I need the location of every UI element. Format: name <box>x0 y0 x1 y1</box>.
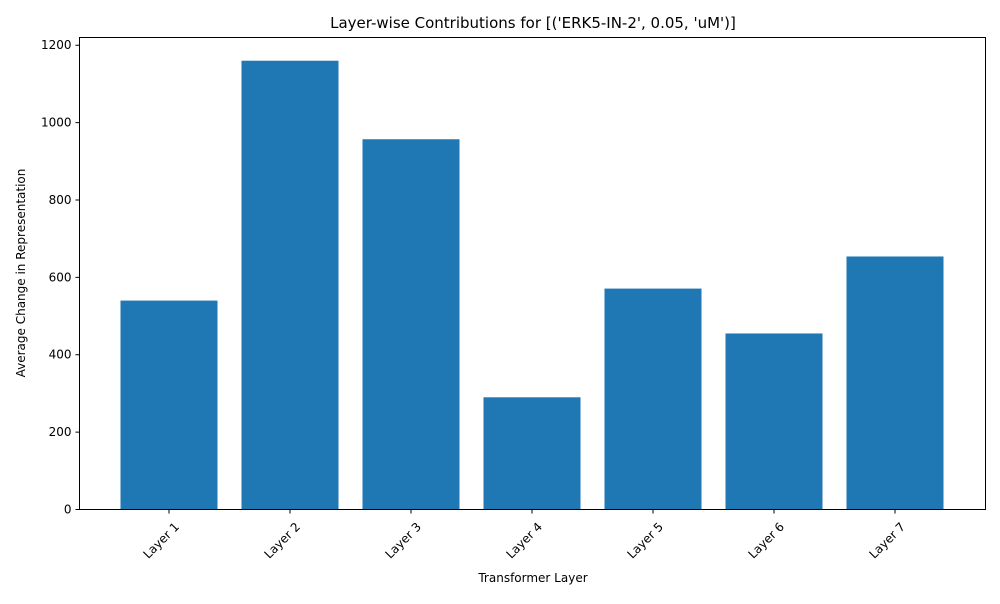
x-tick-label: Layer 1 <box>140 520 182 562</box>
y-tick-label: 1000 <box>41 116 72 130</box>
plot-frame <box>79 37 986 510</box>
chart-title: Layer-wise Contributions for [('ERK5-IN-… <box>330 14 736 32</box>
x-tick-label: Layer 7 <box>866 520 908 562</box>
x-axis: Layer 1 Layer 2 Layer 3 Layer 4 Layer 5 Layer… <box>140 509 908 562</box>
y-tick-label: 600 <box>49 270 72 284</box>
bar-7 <box>846 256 944 510</box>
x-axis-label: Transformer Layer <box>477 571 587 585</box>
y-axis: 0 200 400 600 800 1000 1200 <box>41 38 80 517</box>
x-tick-label: Layer 2 <box>261 520 303 562</box>
y-tick-label: 400 <box>49 348 72 362</box>
y-tick-label: 800 <box>49 193 72 207</box>
y-tick-label: 200 <box>49 425 72 439</box>
y-tick-label: 1200 <box>41 38 72 52</box>
y-tick-label: 0 <box>64 503 72 517</box>
x-tick-label: Layer 4 <box>503 520 545 562</box>
bar-4 <box>483 397 581 510</box>
x-tick-label: Layer 5 <box>624 520 666 562</box>
bar-6 <box>725 333 823 510</box>
bar-3 <box>362 139 460 510</box>
bars-group <box>120 60 944 510</box>
x-tick-label: Layer 3 <box>382 520 424 562</box>
bar-1 <box>120 300 218 510</box>
y-axis-label: Average Change in Representation <box>14 169 28 378</box>
x-tick-label: Layer 6 <box>745 520 787 562</box>
bar-2 <box>241 60 339 510</box>
bar-5 <box>604 288 702 510</box>
